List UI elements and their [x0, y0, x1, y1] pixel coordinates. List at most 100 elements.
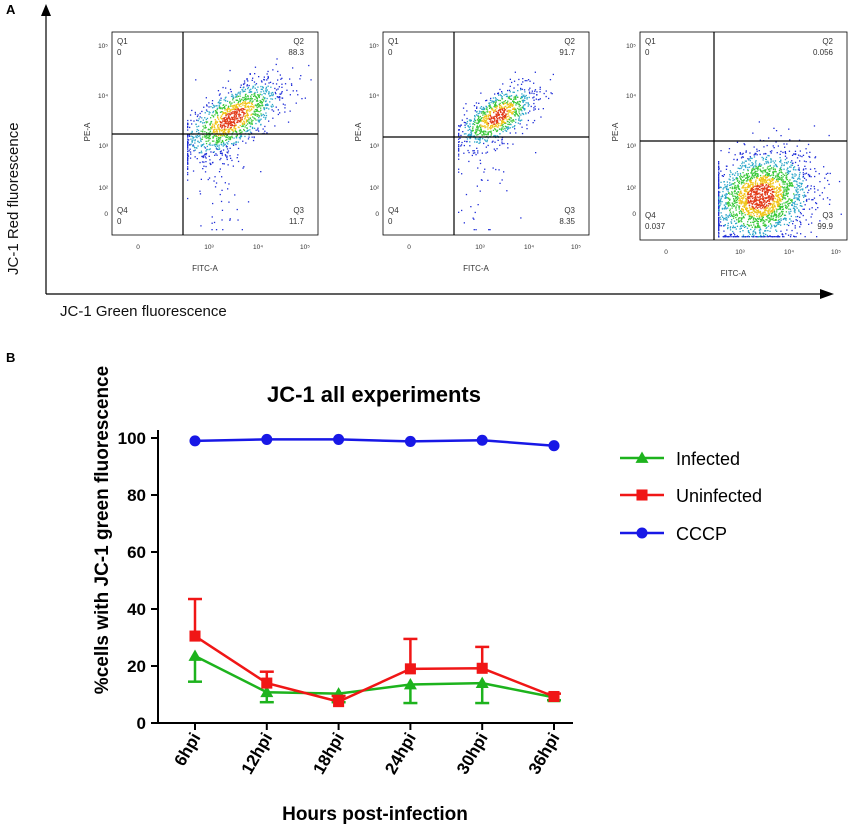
flow-dot	[470, 120, 472, 122]
flow-dot	[757, 175, 759, 177]
flow-dot	[485, 134, 487, 136]
flow-dot	[779, 199, 782, 202]
flow-dot	[539, 86, 541, 88]
flow-dot	[219, 140, 221, 142]
flow-dot	[775, 236, 777, 238]
flow-dot	[764, 212, 766, 214]
flow-dot	[747, 210, 750, 212]
flow-dot	[499, 144, 501, 146]
flow-dot	[492, 129, 495, 131]
flow-dot	[231, 135, 233, 137]
flow-dot	[757, 185, 759, 187]
flow-dot	[473, 218, 475, 220]
flow-dot	[247, 86, 250, 89]
flow-dot	[749, 186, 751, 188]
flow-dot	[773, 186, 775, 188]
flow-dot	[208, 177, 211, 179]
flow-dot	[740, 157, 743, 159]
flow-dot	[736, 201, 738, 203]
flow-dot	[718, 228, 720, 230]
flow-dot	[243, 97, 245, 99]
flow-dot	[805, 199, 808, 202]
flow-dot	[510, 109, 512, 112]
flow-dot	[231, 129, 233, 131]
flow-dot	[743, 179, 746, 181]
flow-dot	[228, 113, 230, 115]
flow-dot	[508, 109, 510, 111]
flow-dot	[492, 109, 494, 111]
flow-dot	[203, 143, 205, 145]
flow-dot	[750, 177, 752, 180]
flow-dot	[250, 91, 252, 93]
flow-dot	[802, 180, 804, 182]
flow-dot	[739, 172, 742, 175]
flow-dot	[475, 102, 478, 104]
flow-dot	[237, 108, 239, 110]
flow-dot	[759, 162, 761, 165]
flow-dot	[509, 105, 511, 107]
flow-dot	[246, 129, 249, 132]
flow-dot	[515, 118, 517, 121]
flow-dot	[509, 102, 511, 104]
flow-dot	[780, 175, 783, 177]
flow-dot	[787, 203, 790, 205]
flow-dot	[510, 98, 512, 100]
flow-dot	[718, 196, 720, 198]
flow-dot	[223, 120, 226, 123]
flow-dot	[251, 113, 253, 115]
flow-dot	[798, 198, 800, 201]
flow-dot	[748, 190, 750, 193]
flow-dot	[720, 203, 722, 205]
flow-dot	[767, 172, 769, 174]
flow-dot	[208, 135, 210, 137]
flow-dot	[187, 138, 189, 140]
flow-dot	[494, 149, 497, 152]
flow-dot	[767, 165, 769, 168]
flow-dot	[238, 119, 240, 122]
flow-dot	[499, 94, 501, 96]
flow-dot	[743, 226, 746, 228]
flow-dot	[192, 139, 194, 141]
flow-dot	[497, 122, 499, 124]
flow-dot	[226, 139, 228, 141]
flow-dot	[811, 222, 813, 224]
flow-dot	[480, 120, 482, 122]
flow-dot	[752, 219, 755, 221]
flow-dot	[785, 176, 787, 178]
flow-dot	[722, 188, 724, 190]
flow-dot	[797, 194, 799, 196]
flow-dot	[218, 135, 220, 137]
flow-dot	[240, 109, 243, 111]
flow-dot	[459, 126, 461, 128]
flow-dot	[458, 134, 460, 137]
flow-dot	[246, 106, 249, 108]
flow-dot	[475, 229, 477, 231]
flow-dot	[235, 111, 237, 113]
flow-dot	[194, 149, 196, 151]
flow-dot	[461, 119, 463, 121]
flow-dot	[806, 198, 808, 201]
flow-dot	[224, 109, 226, 111]
flow-dot	[750, 181, 752, 184]
flow-dot	[496, 117, 498, 120]
flow-dot	[489, 99, 492, 101]
flow-dot	[478, 102, 480, 104]
flow-dot	[214, 143, 216, 146]
flow-dot	[256, 107, 258, 109]
flow-dot	[727, 190, 729, 192]
flow-dot	[239, 93, 241, 95]
flow-dot	[504, 115, 507, 117]
chart-y-title: %cells with JC-1 green fluorescence	[92, 366, 113, 694]
flow-dot	[218, 137, 220, 139]
flow-dot	[239, 109, 241, 111]
flow-dot	[718, 197, 720, 199]
flow-dot	[250, 132, 253, 134]
flow-dot	[202, 155, 204, 158]
flow-dot	[212, 107, 214, 109]
flow-dot	[475, 132, 477, 134]
flow-dot	[749, 208, 751, 211]
flow-dot	[214, 145, 217, 147]
flow-dot	[498, 109, 500, 112]
flow-dot	[754, 203, 756, 206]
flow-dot	[793, 169, 795, 171]
